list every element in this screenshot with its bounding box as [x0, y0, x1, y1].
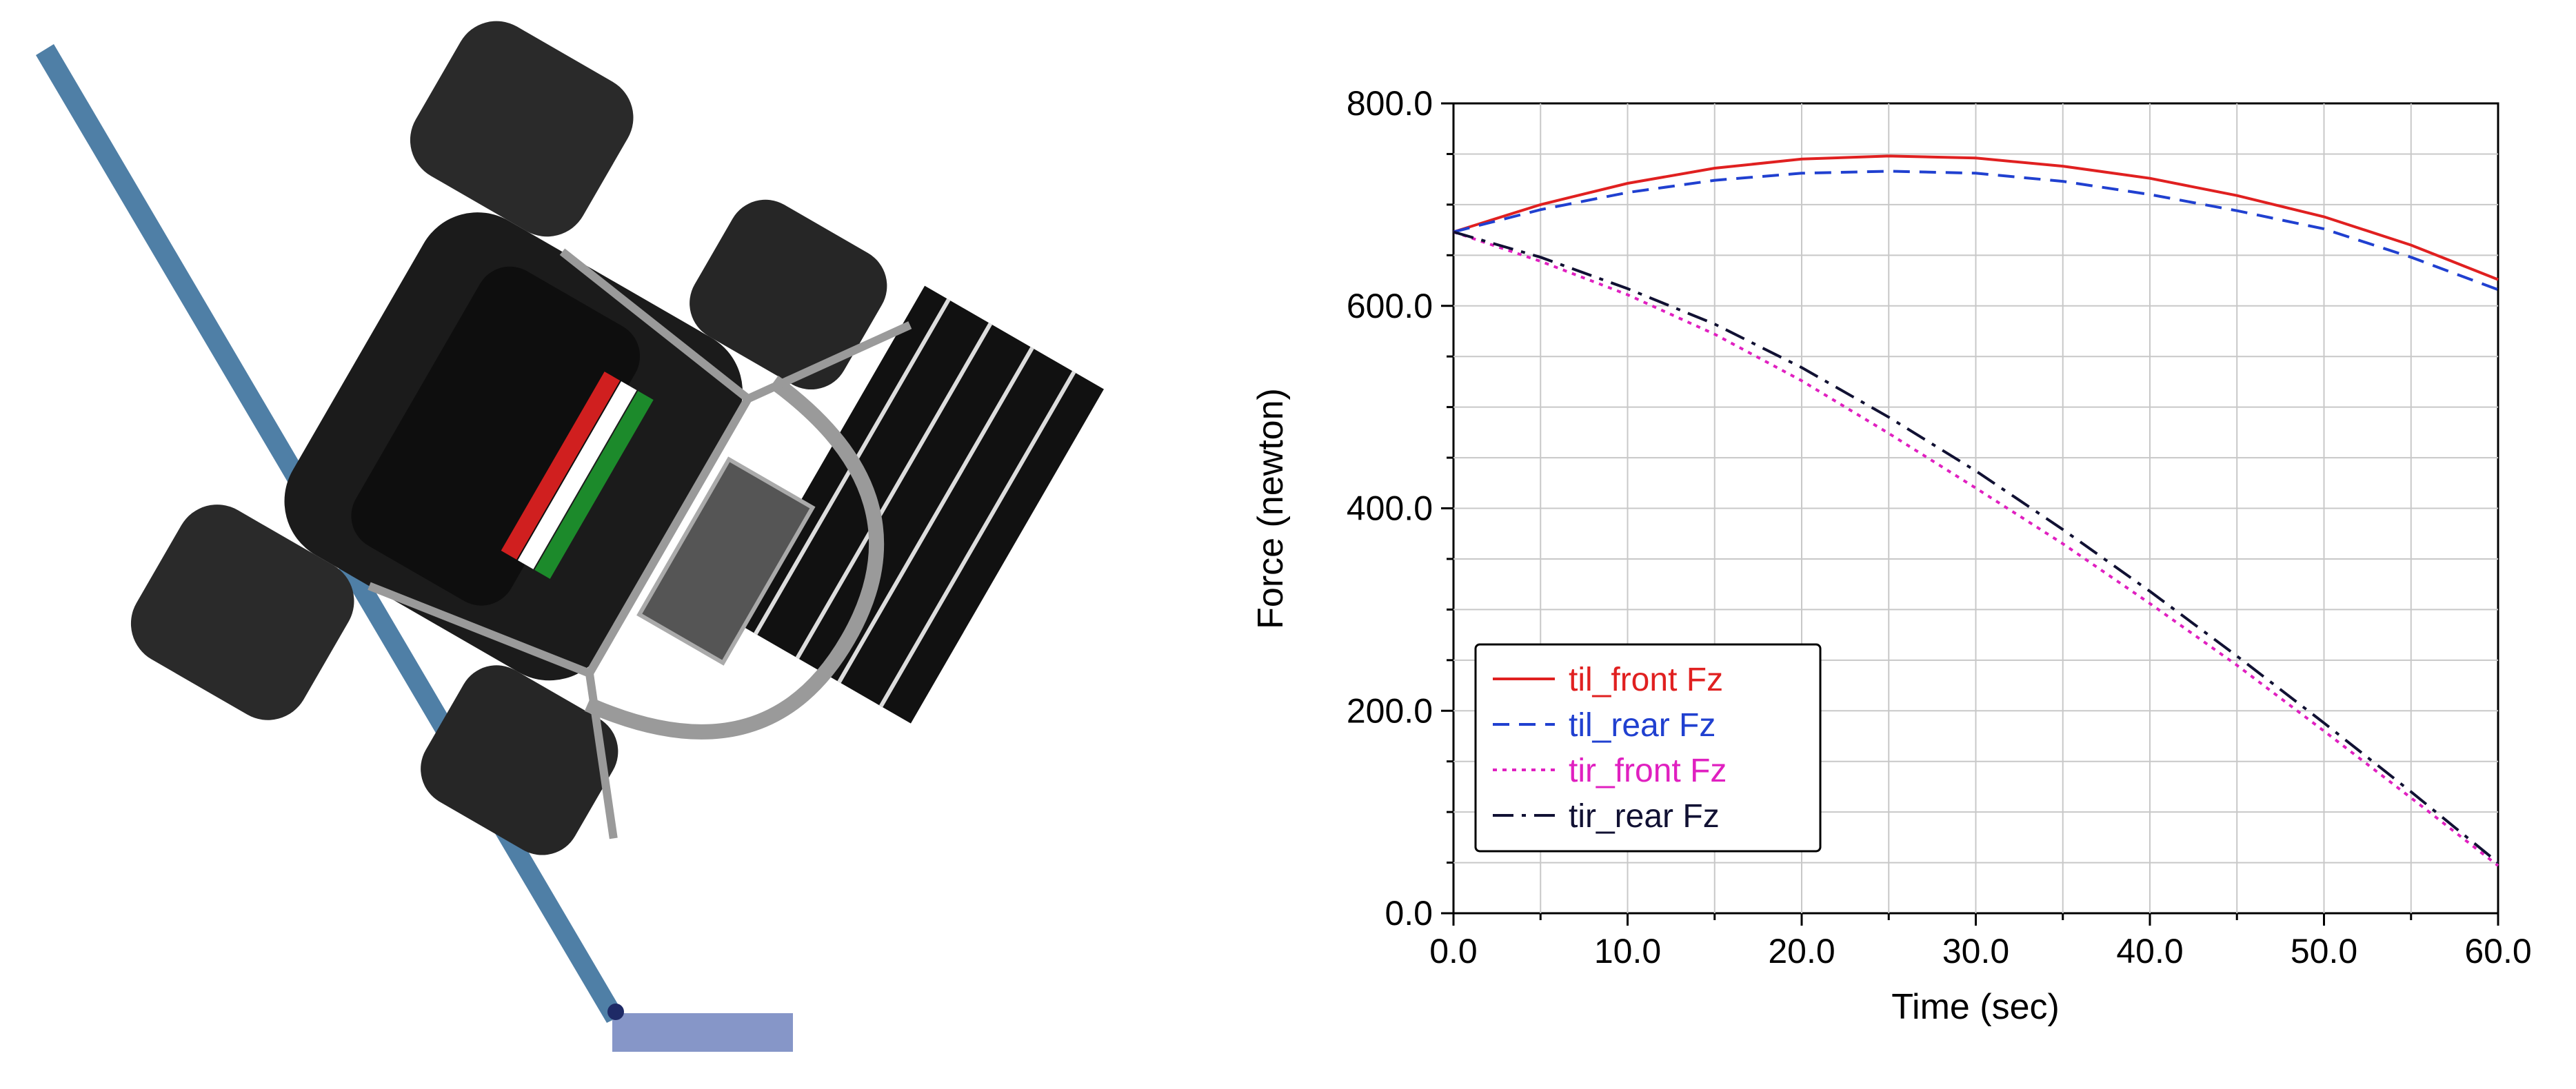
x-tick-label: 60.0	[2464, 932, 2531, 970]
wheel-top-left	[395, 6, 648, 252]
legend-label: tir_front Fz	[1569, 753, 1727, 789]
y-tick-label: 600.0	[1347, 287, 1433, 325]
vehicle-model	[116, 6, 1114, 1004]
x-tick-label: 30.0	[1942, 932, 2009, 970]
y-tick-label: 0.0	[1385, 894, 1433, 933]
x-tick-label: 20.0	[1768, 932, 1835, 970]
legend-label: tir_rear Fz	[1569, 798, 1720, 835]
legend: til_front Fz til_rear Fz tir_front Fz tir_r…	[1476, 644, 1820, 851]
x-tick-label: 0.0	[1429, 932, 1478, 970]
ramp-pivot	[607, 1004, 624, 1020]
x-tick-label: 50.0	[2291, 932, 2357, 970]
y-tick-label: 800.0	[1347, 84, 1433, 123]
force-chart: 0.0 10.0 20.0 30.0 40.0 50.0 60.0 0.0 200.0 400.0…	[1251, 84, 2532, 1027]
x-tick-label: 40.0	[2116, 932, 2183, 970]
y-tick-label: 200.0	[1347, 691, 1433, 730]
tilted-vehicle-rendering	[36, 6, 1114, 1052]
x-axis-title: Time (sec)	[1891, 987, 2060, 1027]
ground-block	[612, 1013, 793, 1052]
legend-label: til_front Fz	[1569, 662, 1723, 698]
y-tick-label: 400.0	[1347, 489, 1433, 528]
y-axis-title: Force (newton)	[1251, 388, 1291, 629]
legend-label: til_rear Fz	[1569, 707, 1715, 744]
x-tick-label: 10.0	[1594, 932, 1661, 970]
